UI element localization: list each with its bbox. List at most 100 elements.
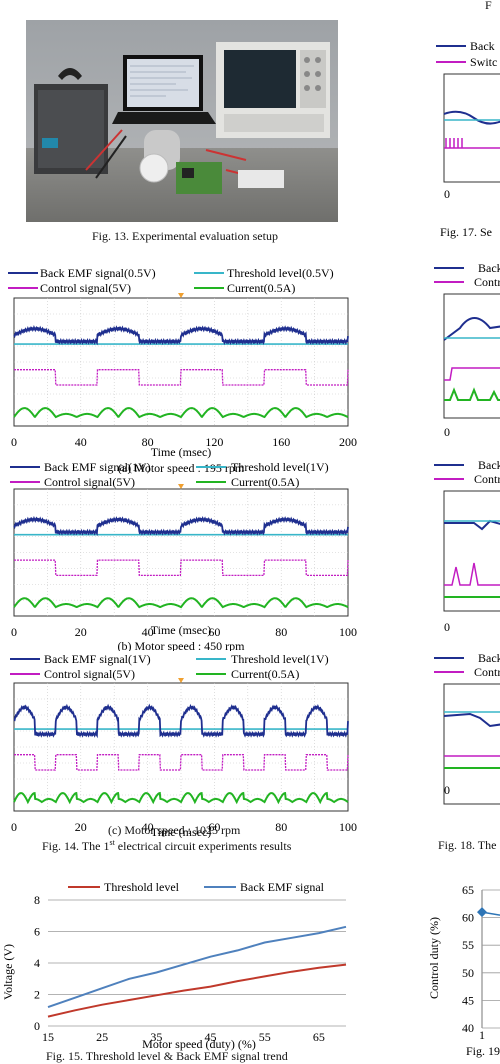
y-tick-label: 45 xyxy=(462,993,474,1007)
x-axis-label: Time (msec) xyxy=(151,825,212,838)
switch-trace xyxy=(444,138,500,149)
x-tick-label: 20 xyxy=(75,625,87,639)
duty-series xyxy=(477,907,500,918)
trend-gridlines xyxy=(48,899,346,1027)
legend-label-backemf: Back EMF signal(0.5V) xyxy=(40,266,156,280)
legend-label-back: Back xyxy=(478,651,500,665)
y-tick-label: 40 xyxy=(462,1021,474,1035)
axis-zero: 0 xyxy=(444,425,450,439)
scope-frame xyxy=(443,293,500,419)
control-trace xyxy=(444,562,500,586)
scope-frame xyxy=(443,73,500,183)
fig15-chart: Threshold level Back EMF signal Voltage … xyxy=(0,872,360,1059)
subcaption-b: (b) Motor speed : 450 rpm xyxy=(118,639,246,651)
backemf-trace xyxy=(13,703,349,739)
axis-zero: 0 xyxy=(444,620,450,634)
fig14-subcaption-c: (c) Motor speed : 1025 rpm xyxy=(108,823,241,837)
scope-frame xyxy=(443,490,500,612)
fig18-svg-2: Back Contr 0 xyxy=(434,458,500,634)
y-axis-label: Voltage (V) xyxy=(1,944,15,1000)
y-tick-label: 65 xyxy=(462,883,474,897)
x-tick-label: 20 xyxy=(75,820,87,834)
x-tick-label: 65 xyxy=(313,1030,325,1044)
x-tick-label: 40 xyxy=(142,625,154,639)
fig18-svg-3: Back Contr 0 xyxy=(434,651,500,805)
current-trace xyxy=(13,407,349,419)
legend-label-control: Control signal(5V) xyxy=(44,667,135,681)
x-tick-label: 0 xyxy=(11,625,17,639)
trigger-marker xyxy=(178,678,184,683)
x-tick-label: 160 xyxy=(272,435,290,449)
fig15-caption-visible: Fig. 15. Threshold level & Back EMF sign… xyxy=(46,1049,288,1063)
y-tick-label: 4 xyxy=(34,956,40,970)
fig14-panel-b: Back EMF signal(1V) Threshold level(1V) … xyxy=(0,456,360,653)
legend-label-threshold: Threshold level(1V) xyxy=(231,460,329,474)
legend-label-current: Current(0.5A) xyxy=(231,475,299,489)
backemf-trace xyxy=(444,519,500,531)
x-tick-label: 55 xyxy=(259,1030,271,1044)
series-line-threshold xyxy=(47,963,347,1018)
scope-chart-b: Back EMF signal(1V) Threshold level(1V) … xyxy=(10,460,357,653)
legend-label-back: Back xyxy=(478,458,500,472)
current-trace xyxy=(13,597,349,609)
fig18-svg-1: Back Contr 0 xyxy=(434,261,500,439)
fig18-panel-3: Back Contr 0 xyxy=(430,648,500,838)
legend-c: Back EMF signal(1V) Threshold level(1V) … xyxy=(10,652,329,681)
trend-series xyxy=(47,925,347,1018)
fig14-caption-suffix: electrical circuit experiments results xyxy=(114,839,292,853)
x-tick-label: 40 xyxy=(75,435,87,449)
x-tick-label: 0 xyxy=(11,820,17,834)
fig18-caption-fragment: Fig. 18. The xyxy=(438,838,497,852)
x-axis-label: Time (msec) xyxy=(151,445,212,459)
x-axis-ticks: 0 40 80 120 160 200 xyxy=(11,435,357,449)
legend-label-control: Contr xyxy=(474,665,500,679)
fig14-panel-a: Back EMF signal(0.5V) Threshold level(0.… xyxy=(0,262,360,475)
scope-waveforms xyxy=(13,703,349,805)
axis-zero: 0 xyxy=(444,783,450,797)
trend-chart-svg: Threshold level Back EMF signal Voltage … xyxy=(1,880,347,1051)
x-tick-label: 120 xyxy=(205,435,223,449)
x-tick-label: 0 xyxy=(11,435,17,449)
backemf-trace xyxy=(443,712,500,728)
fig17-svg: Back Switc 0 Fig. 17. Se xyxy=(436,39,500,239)
control-trace xyxy=(14,369,349,386)
legend-label-threshold: Threshold level(1V) xyxy=(231,652,329,666)
x-axis-label: Motor speed (duty) (%) xyxy=(142,1037,256,1051)
y-axis-label: Control duty (%) xyxy=(427,917,441,999)
x-tick-label: 15 xyxy=(42,1030,54,1044)
fig18-panel-1: Back Contr 0 xyxy=(430,258,500,448)
current-trace xyxy=(13,791,349,805)
x-tick-label: 80 xyxy=(275,820,287,834)
backemf-trace xyxy=(13,325,349,346)
trigger-marker xyxy=(178,293,184,298)
fig18-panel-2: Back Contr 0 xyxy=(430,455,500,645)
control-trace xyxy=(14,754,349,771)
setup-photo-drawing xyxy=(26,20,338,222)
y-tick-label: 0 xyxy=(34,1019,40,1033)
fig17-chart-fragment: Back Switc 0 Fig. 17. Se xyxy=(430,34,500,240)
scope-chart-a: Back EMF signal(0.5V) Threshold level(0.… xyxy=(8,266,357,475)
fig19-svg: Control duty (%) 40 45 50 55 60 65 1 Fig. 19 xyxy=(427,883,500,1058)
y-tick-label: 6 xyxy=(34,925,40,939)
legend-label-back: Back xyxy=(470,39,495,53)
experimental-setup-photo xyxy=(26,20,338,222)
fig19-caption-fragment: Fig. 19 xyxy=(466,1044,500,1058)
backemf-trace xyxy=(443,110,500,125)
scope-chart-c: Back EMF signal(1V) Threshold level(1V) … xyxy=(10,652,357,839)
fig17-caption-fragment: Fig. 17. Se xyxy=(440,225,492,239)
scope-grid xyxy=(14,484,348,616)
current-trace xyxy=(444,387,500,401)
x-tick-label: 200 xyxy=(339,435,357,449)
x-tick-label: 40 xyxy=(142,820,154,834)
legend-label-current: Current(0.5A) xyxy=(231,667,299,681)
y-tick-label: 60 xyxy=(462,911,474,925)
subcaption-a: (a) Motor speed : 195 rpm xyxy=(118,461,245,474)
trigger-marker xyxy=(178,484,184,489)
legend-label-backemf: Back EMF signal(1V) xyxy=(44,652,151,666)
backemf-trace xyxy=(13,515,349,537)
x-tick-label: 45 xyxy=(205,1030,217,1044)
x-tick-label: 100 xyxy=(339,625,357,639)
x-tick-label: 60 xyxy=(208,625,220,639)
x-axis-label: Time (msec) xyxy=(151,623,212,637)
fig14-caption-sup: st xyxy=(109,838,115,847)
